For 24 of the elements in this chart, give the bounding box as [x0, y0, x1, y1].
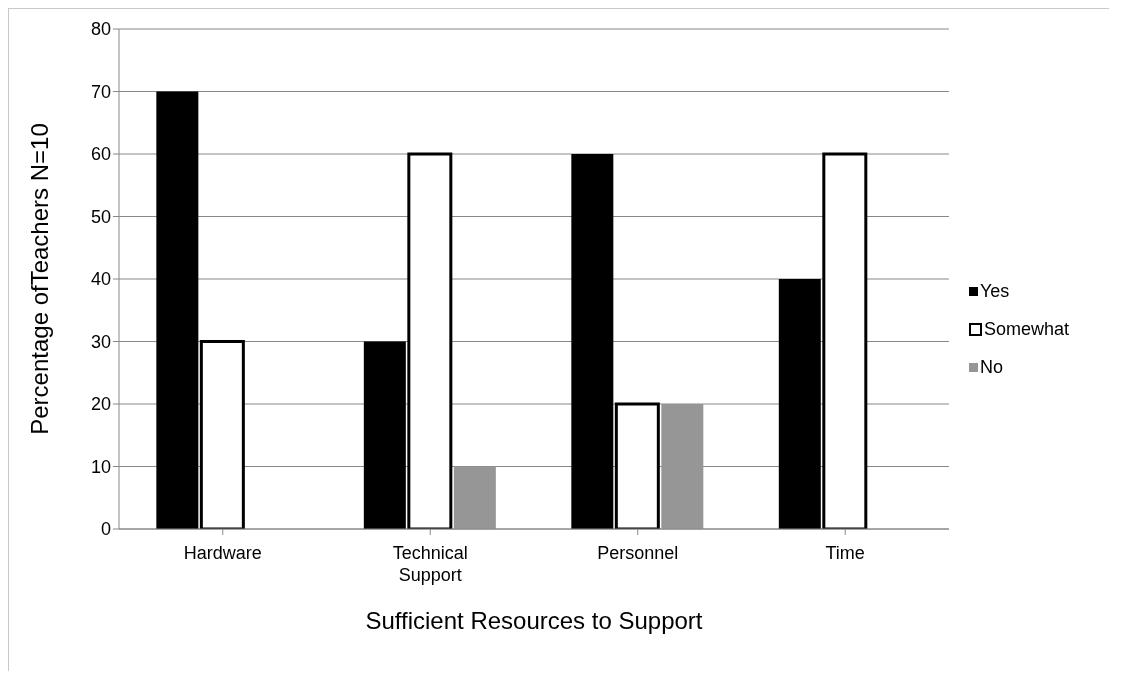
- bar: [571, 154, 614, 529]
- bar: [199, 340, 245, 529]
- legend-label: No: [979, 356, 1003, 378]
- y-tick-label: 60: [90, 144, 111, 165]
- y-tick-label: 20: [90, 394, 111, 415]
- bar: [453, 466, 496, 529]
- legend-label: Somewhat: [983, 318, 1069, 340]
- bar: [156, 91, 199, 529]
- y-axis-title: Percentage ofTeachers N=10: [25, 123, 53, 435]
- y-tick-label: 50: [90, 206, 111, 227]
- y-tick-label: 80: [90, 19, 111, 40]
- y-tick-label: 10: [90, 456, 111, 477]
- x-tick-label: Time: [825, 543, 865, 563]
- x-tick-label: Hardware: [183, 543, 262, 563]
- y-tick-label: 30: [90, 331, 111, 352]
- legend-label: Yes: [979, 280, 1010, 302]
- x-axis-title: Sufficient Resources to Support: [365, 607, 703, 634]
- bar: [614, 402, 660, 529]
- y-tick-label: 0: [100, 519, 111, 540]
- y-tick-label: 70: [90, 81, 111, 102]
- x-tick-label: Technical Support: [392, 543, 468, 585]
- x-tick-label: Personnel: [597, 543, 679, 563]
- bar: [661, 404, 704, 529]
- y-tick-label: 40: [90, 269, 111, 290]
